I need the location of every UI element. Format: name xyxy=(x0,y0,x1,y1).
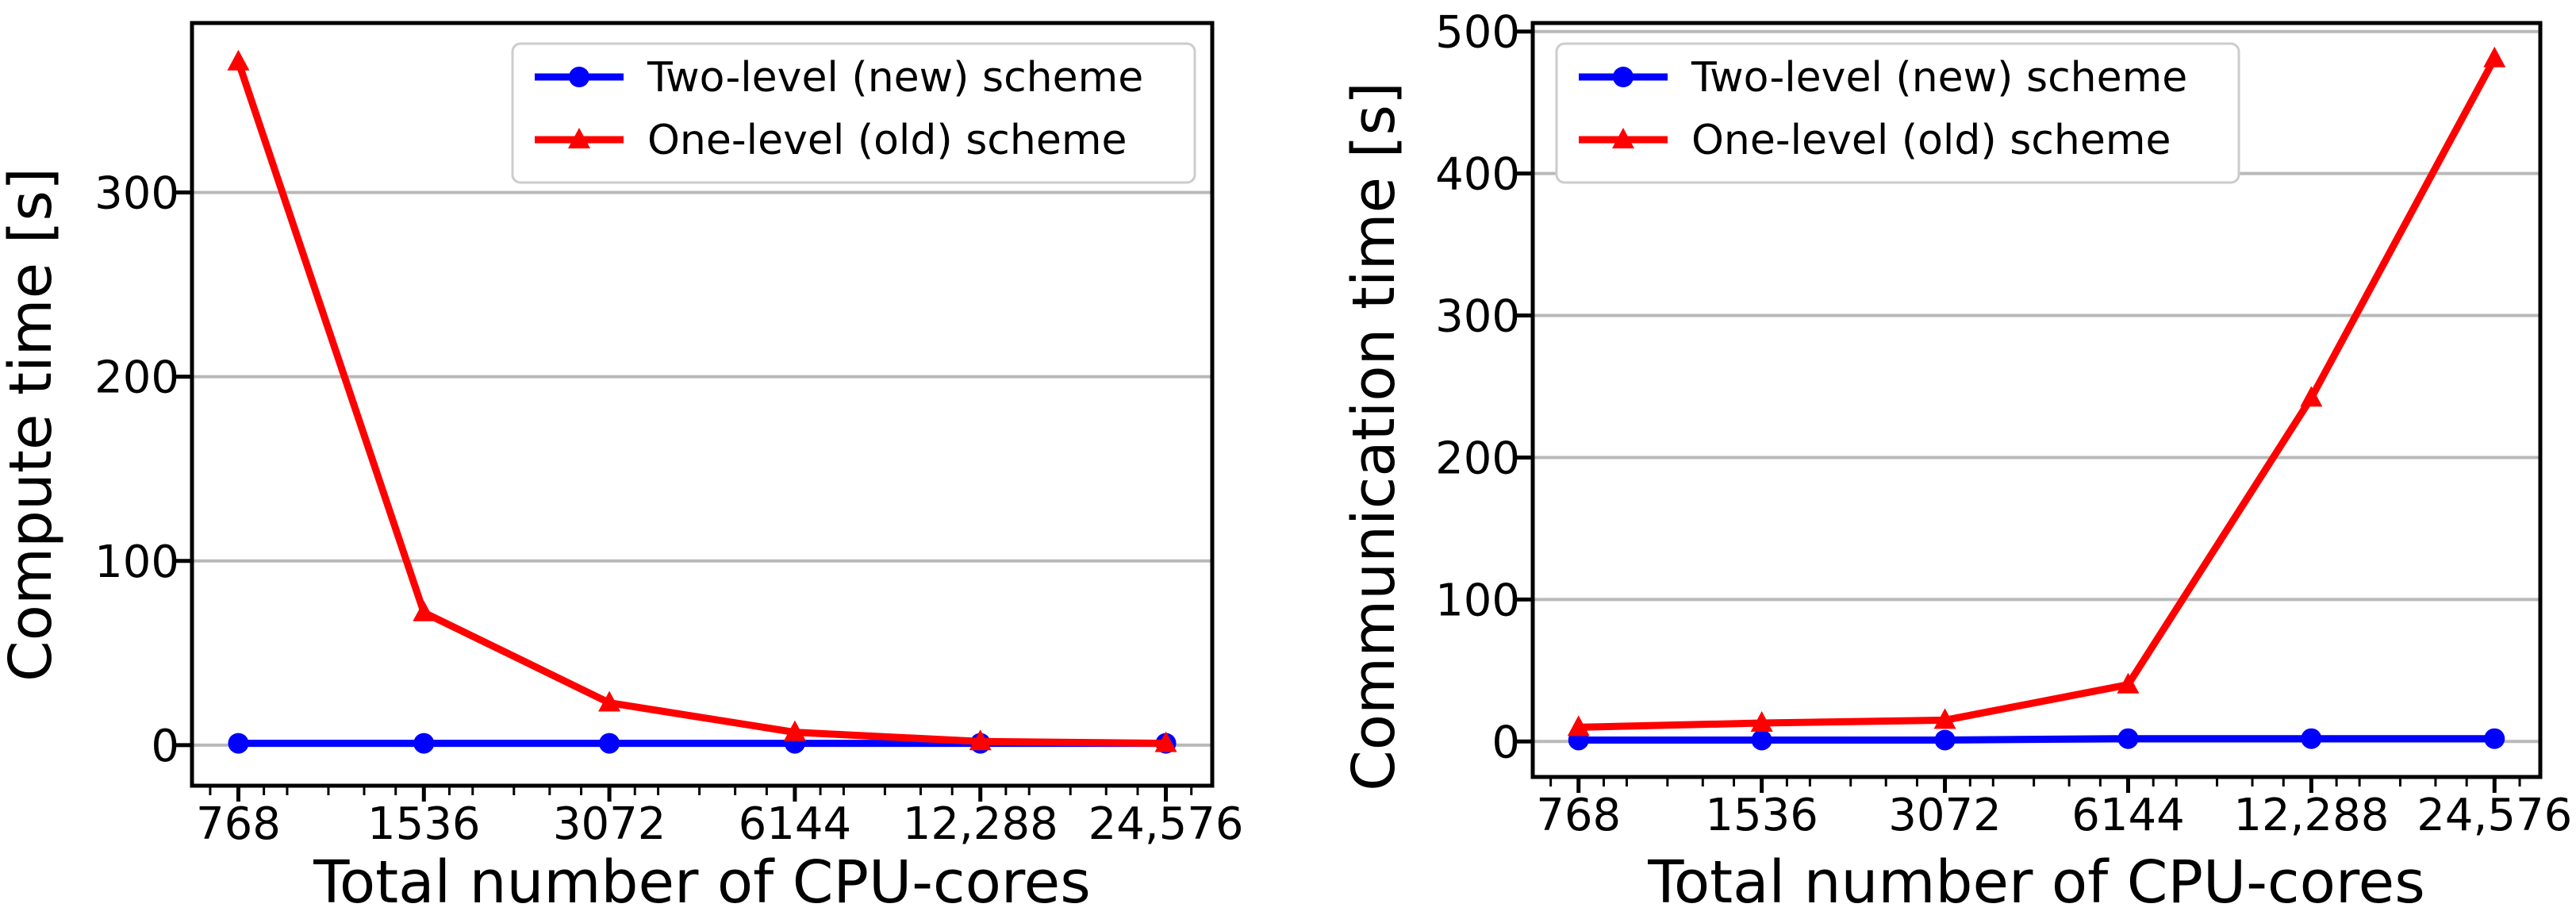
plot-frame xyxy=(190,21,1215,788)
y-axis-label: Compute time [s] xyxy=(0,167,65,682)
legend-entry: One-level (old) scheme xyxy=(535,117,1127,164)
legend-entry-label: One-level (old) scheme xyxy=(647,117,1127,164)
x-tick-label: 6144 xyxy=(2071,790,2185,841)
communication-time-chart: 0 100 200 300 400 500 768 1536 3072 6144 12,288 24,… xyxy=(1340,7,2572,917)
series-one-level xyxy=(227,49,1177,752)
y-axis-label: Communication time [s] xyxy=(1340,82,1408,791)
x-tick-label: 6144 xyxy=(739,798,852,850)
legend-box xyxy=(511,42,1196,184)
legend-entry-label: Two-level (new) scheme xyxy=(1691,54,2187,102)
x-tick-label: 24,576 xyxy=(2417,790,2572,841)
triangle-marker xyxy=(2117,672,2140,694)
circle-marker xyxy=(599,733,620,754)
triangle-marker xyxy=(413,600,436,621)
triangle-marker xyxy=(1933,708,1956,729)
circle-marker xyxy=(413,733,435,754)
x-tick-label: 3072 xyxy=(553,798,666,850)
triangle-marker xyxy=(2300,386,2323,407)
triangle-marker xyxy=(1750,711,1773,733)
legend: Two-level (new) scheme One-level (old) sc… xyxy=(511,42,1196,184)
y-tick-label: 300 xyxy=(1435,291,1520,343)
x-tick-label: 3072 xyxy=(1888,790,2002,841)
series-one-level xyxy=(1567,46,2506,736)
x-axis-label: Total number of CPU-cores xyxy=(1647,848,2425,917)
compute-time-chart: 0 100 200 300 768 1536 3072 6144 12,288 24,576Tot… xyxy=(0,21,1244,917)
legend-entry: Two-level (new) scheme xyxy=(1579,54,2187,102)
circle-marker xyxy=(2484,728,2505,749)
x-axis-label: Total number of CPU-cores xyxy=(313,848,1091,917)
y-tick-label: 0 xyxy=(151,721,179,772)
series-line xyxy=(234,58,1170,748)
legend-entry-label: Two-level (new) scheme xyxy=(647,54,1143,102)
plot-frame xyxy=(1530,21,2543,779)
legend-box xyxy=(1555,42,2240,184)
circle-marker xyxy=(1613,67,1634,87)
x-tick-label: 12,288 xyxy=(2233,790,2389,841)
triangle-marker xyxy=(1154,731,1177,752)
triangle-marker xyxy=(568,128,590,148)
triangle-marker xyxy=(598,690,621,712)
y-tick-label: 300 xyxy=(94,168,179,220)
x-tick-label: 12,288 xyxy=(903,798,1058,850)
circle-marker xyxy=(2301,728,2322,749)
y-tick-label: 0 xyxy=(1491,717,1520,768)
y-tick-label: 200 xyxy=(94,352,179,404)
circle-marker xyxy=(569,67,589,87)
legend-entry: One-level (old) scheme xyxy=(1579,117,2171,164)
triangle-marker xyxy=(227,49,250,71)
y-tick-label: 100 xyxy=(1435,575,1520,626)
circle-marker xyxy=(1934,729,1956,751)
y-tick-label: 400 xyxy=(1435,149,1520,201)
series-two-level xyxy=(1568,728,2505,751)
y-tick-label: 100 xyxy=(94,536,179,588)
triangle-marker xyxy=(783,720,806,741)
triangle-marker xyxy=(1567,715,1590,736)
circle-marker xyxy=(1751,729,1772,751)
x-tick-label: 24,576 xyxy=(1088,798,1244,850)
series-line xyxy=(1575,55,2498,731)
x-tick-label: 768 xyxy=(1536,790,1621,841)
circle-marker xyxy=(2117,728,2139,749)
x-tick-label: 1536 xyxy=(367,798,481,850)
circle-marker xyxy=(228,733,249,754)
triangle-marker xyxy=(2483,46,2506,67)
x-tick-label: 1536 xyxy=(1705,790,1818,841)
legend-entry-label: One-level (old) scheme xyxy=(1691,117,2171,164)
triangle-marker xyxy=(969,729,992,751)
legend-entry: Two-level (new) scheme xyxy=(535,54,1143,102)
triangle-marker xyxy=(1612,128,1634,148)
y-tick-label: 500 xyxy=(1435,7,1520,59)
y-tick-label: 200 xyxy=(1435,433,1520,484)
series-line xyxy=(1575,735,2498,744)
legend: Two-level (new) scheme One-level (old) sc… xyxy=(1555,42,2240,184)
x-tick-label: 768 xyxy=(196,798,281,850)
